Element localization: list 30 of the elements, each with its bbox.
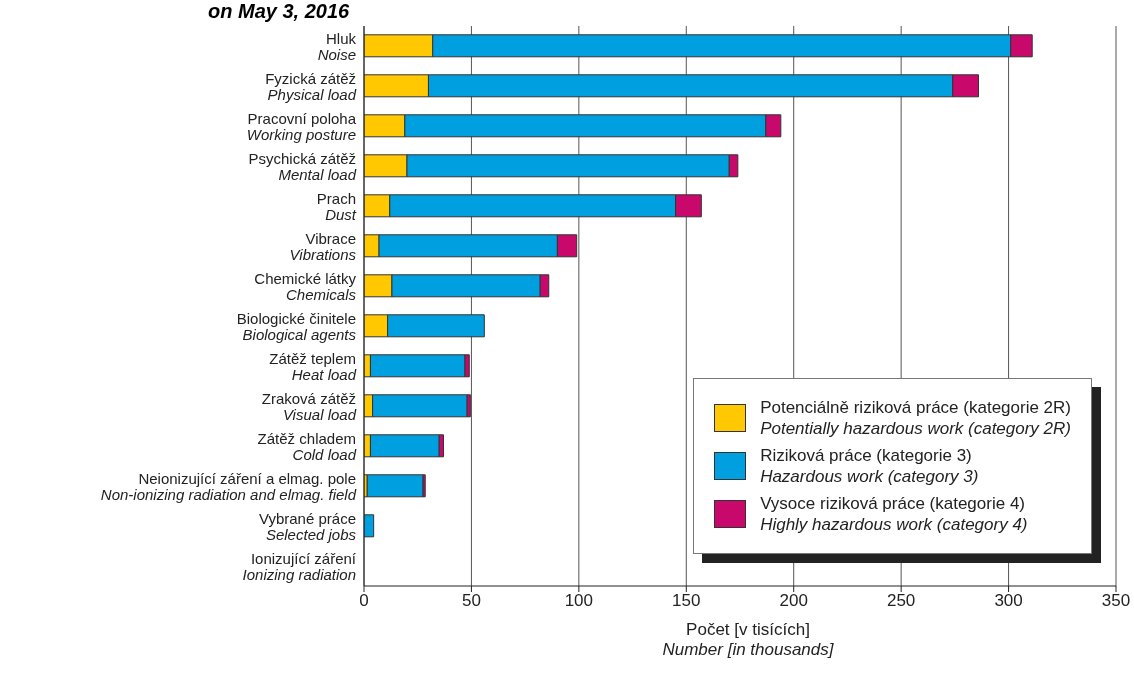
y-tick-label: Zraková zátěž Visual load bbox=[261, 390, 357, 423]
y-tick-label: Zátěž chladem Cold load bbox=[257, 430, 357, 463]
y-tick-label: Biologické činitele Biological agents bbox=[236, 310, 357, 343]
x-tick-label: 150 bbox=[672, 591, 701, 611]
y-tick-label: Vibrace Vibrations bbox=[289, 230, 357, 263]
y-tick-label: Neionizující záření a elmag. pole Non-ionizing radiation and elmag. field bbox=[100, 470, 357, 503]
legend-label: Riziková práce (kategorie 3) Hazardous work (category 3) bbox=[760, 445, 979, 487]
x-tick-label: 300 bbox=[994, 591, 1023, 611]
y-tick-label: Vybrané práce Selected jobs bbox=[258, 510, 357, 543]
y-tick-label: Psychická zátěž Mental load bbox=[248, 150, 357, 183]
bar bbox=[366, 474, 424, 498]
x-tick-label: 0 bbox=[359, 591, 369, 611]
legend-label: Potenciálně riziková práce (kategorie 2R) Potentially hazardous work (category 2R) bbox=[760, 397, 1071, 439]
x-tick-label: 200 bbox=[779, 591, 808, 611]
legend-label: Vysoce riziková práce (kategorie 4) Highly hazardous work (category 4) bbox=[760, 493, 1028, 535]
bar bbox=[369, 434, 440, 458]
y-tick-label: Zátěž teplem Heat load bbox=[269, 350, 357, 383]
y-tick-label: Chemické látky Chemicals bbox=[254, 270, 357, 303]
x-axis-title: Počet [v tisících] Number [in thousands] bbox=[661, 620, 835, 660]
x-tick-label: 50 bbox=[461, 591, 481, 611]
x-tick-label: 250 bbox=[886, 591, 916, 611]
chart-title: on May 3, 2016 bbox=[208, 0, 350, 23]
x-tick-label: 350 bbox=[1101, 591, 1131, 611]
y-tick-label: Pracovní poloha Working posture bbox=[246, 110, 357, 143]
bar bbox=[369, 354, 466, 378]
y-tick-label: Ionizující záření Ionizing radiation bbox=[242, 550, 357, 583]
y-tick-label: Prach Dust bbox=[316, 190, 357, 223]
x-tick-label: 100 bbox=[564, 591, 594, 611]
y-tick-label: Fyzická zátěž Physical load bbox=[265, 70, 357, 103]
y-tick-label: Hluk Noise bbox=[317, 30, 357, 63]
